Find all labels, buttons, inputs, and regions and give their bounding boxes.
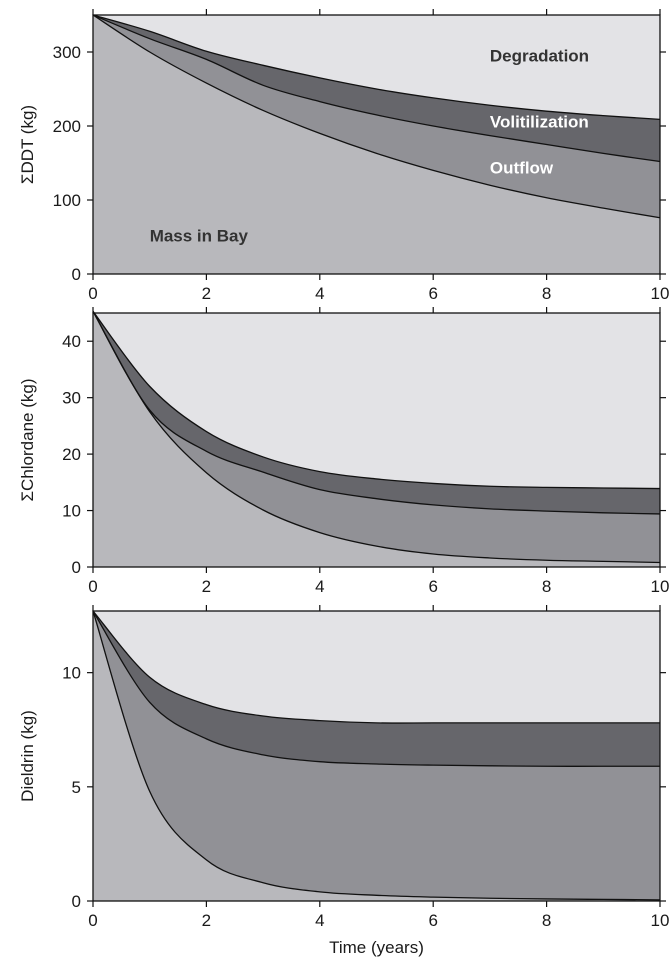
- y-tick-label: 20: [62, 445, 81, 464]
- x-tick-label: 0: [88, 911, 97, 930]
- volatilization-band: [93, 611, 660, 767]
- x-tick-label: 2: [202, 577, 211, 596]
- region-label: Degradation: [490, 47, 589, 66]
- volatilization-line: [92, 14, 661, 120]
- x-tick-label: 10: [651, 577, 670, 596]
- region-label: Mass in Bay: [150, 226, 249, 245]
- y-axis-label: ΣChlordane (kg): [18, 379, 37, 502]
- x-tick-label: 6: [428, 577, 437, 596]
- y-tick-label: 0: [72, 558, 81, 577]
- mass-in-bay-region: [93, 15, 660, 274]
- y-tick-label: 5: [72, 778, 81, 797]
- volatilization-line: [92, 310, 661, 490]
- volatilization-band: [93, 15, 660, 162]
- y-tick-label: 30: [62, 389, 81, 408]
- y-axis-label: Dieldrin (kg): [18, 710, 37, 802]
- x-tick-label: 6: [428, 911, 437, 930]
- x-tick-label: 6: [428, 284, 437, 303]
- volatilization-line: [92, 610, 660, 724]
- outflow-line: [92, 610, 660, 767]
- plot-frame: [92, 312, 661, 568]
- mass-in-bay-line: [92, 310, 661, 564]
- x-tick-label: 4: [315, 911, 324, 930]
- outflow-band: [93, 311, 660, 563]
- region-label: Outflow: [490, 158, 554, 177]
- mass-in-bay-line: [92, 14, 661, 219]
- y-tick-label: 0: [72, 892, 81, 911]
- x-tick-label: 4: [315, 284, 324, 303]
- region-label: Volitilization: [490, 112, 589, 131]
- y-tick-label: 40: [62, 332, 81, 351]
- y-tick-label: 10: [62, 664, 81, 683]
- x-tick-label: 2: [202, 284, 211, 303]
- chart-panel-2: 0 2 4 6 8 10 0 10 20 30 40 ΣChlordane (kg): [18, 307, 669, 596]
- x-tick-label: 8: [542, 911, 551, 930]
- y-tick-label: 200: [53, 117, 81, 136]
- mass-in-bay-region: [93, 611, 660, 901]
- x-tick-label: 8: [542, 577, 551, 596]
- plot-frame: [92, 14, 661, 275]
- plot-frame: [92, 610, 661, 902]
- x-tick-label: 0: [88, 284, 97, 303]
- outflow-band: [93, 611, 660, 900]
- x-tick-label: 10: [651, 911, 670, 930]
- y-tick-label: 0: [72, 265, 81, 284]
- outflow-line: [92, 14, 661, 163]
- x-tick-label: 4: [315, 577, 324, 596]
- chart-panel-3: 0 2 4 6 8 10 0 5 10 Dieldrin (kg) Time (years): [18, 605, 669, 957]
- x-tick-label: 0: [88, 577, 97, 596]
- y-tick-label: 10: [62, 502, 81, 521]
- y-axis-label: ΣDDT (kg): [18, 105, 37, 184]
- y-tick-label: 100: [53, 191, 81, 210]
- x-tick-label: 10: [651, 284, 670, 303]
- outflow-line: [92, 310, 661, 515]
- y-tick-label: 300: [53, 43, 81, 62]
- x-axis-label: Time (years): [329, 938, 424, 957]
- mass-in-bay-region: [93, 311, 660, 567]
- outflow-band: [93, 15, 660, 218]
- x-tick-label: 2: [202, 911, 211, 930]
- mass-in-bay-line: [92, 610, 661, 901]
- x-tick-label: 8: [542, 284, 551, 303]
- volatilization-band: [93, 311, 660, 514]
